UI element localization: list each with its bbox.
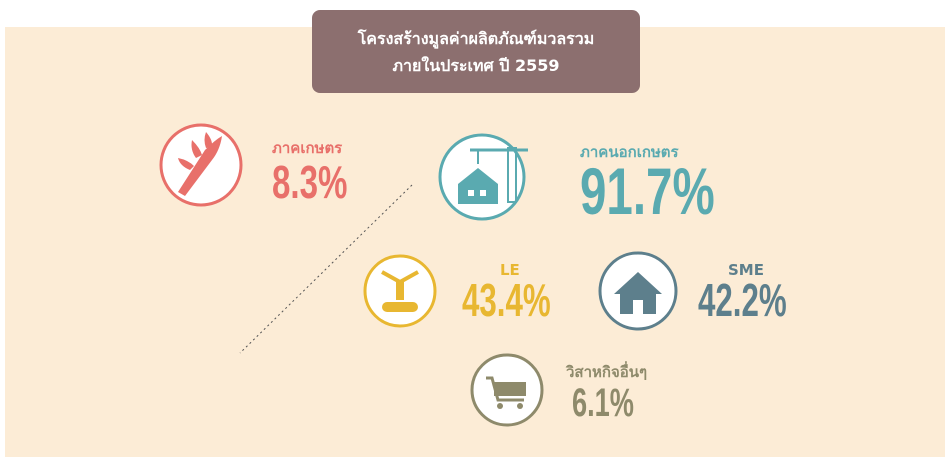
item-value: 42.2% (698, 275, 787, 326)
icon-le (363, 254, 437, 328)
item-label: LE (500, 261, 520, 279)
item-label: ภาคนอกเกษตร (580, 143, 680, 161)
icon-sme (598, 251, 678, 331)
icon-others (470, 353, 544, 427)
item-label: SME (728, 261, 764, 279)
item-label: วิสาหกิจอื่นๆ (565, 361, 647, 381)
item-value: 91.7% (580, 155, 715, 228)
item-label: ภาคเกษตร (272, 139, 343, 157)
title-line: ภายในประเทศ ปี 2559 (393, 56, 560, 75)
title-box (312, 10, 640, 93)
item-value: 8.3% (272, 158, 347, 208)
item-value: 43.4% (462, 275, 551, 326)
icon-agriculture (159, 123, 243, 207)
title-line: โครงสร้างมูลค่าผลิตภัณฑ์มวลรวม (357, 28, 595, 50)
divider (239, 184, 413, 354)
item-value: 6.1% (572, 381, 634, 425)
icon-non-agriculture (438, 133, 528, 221)
